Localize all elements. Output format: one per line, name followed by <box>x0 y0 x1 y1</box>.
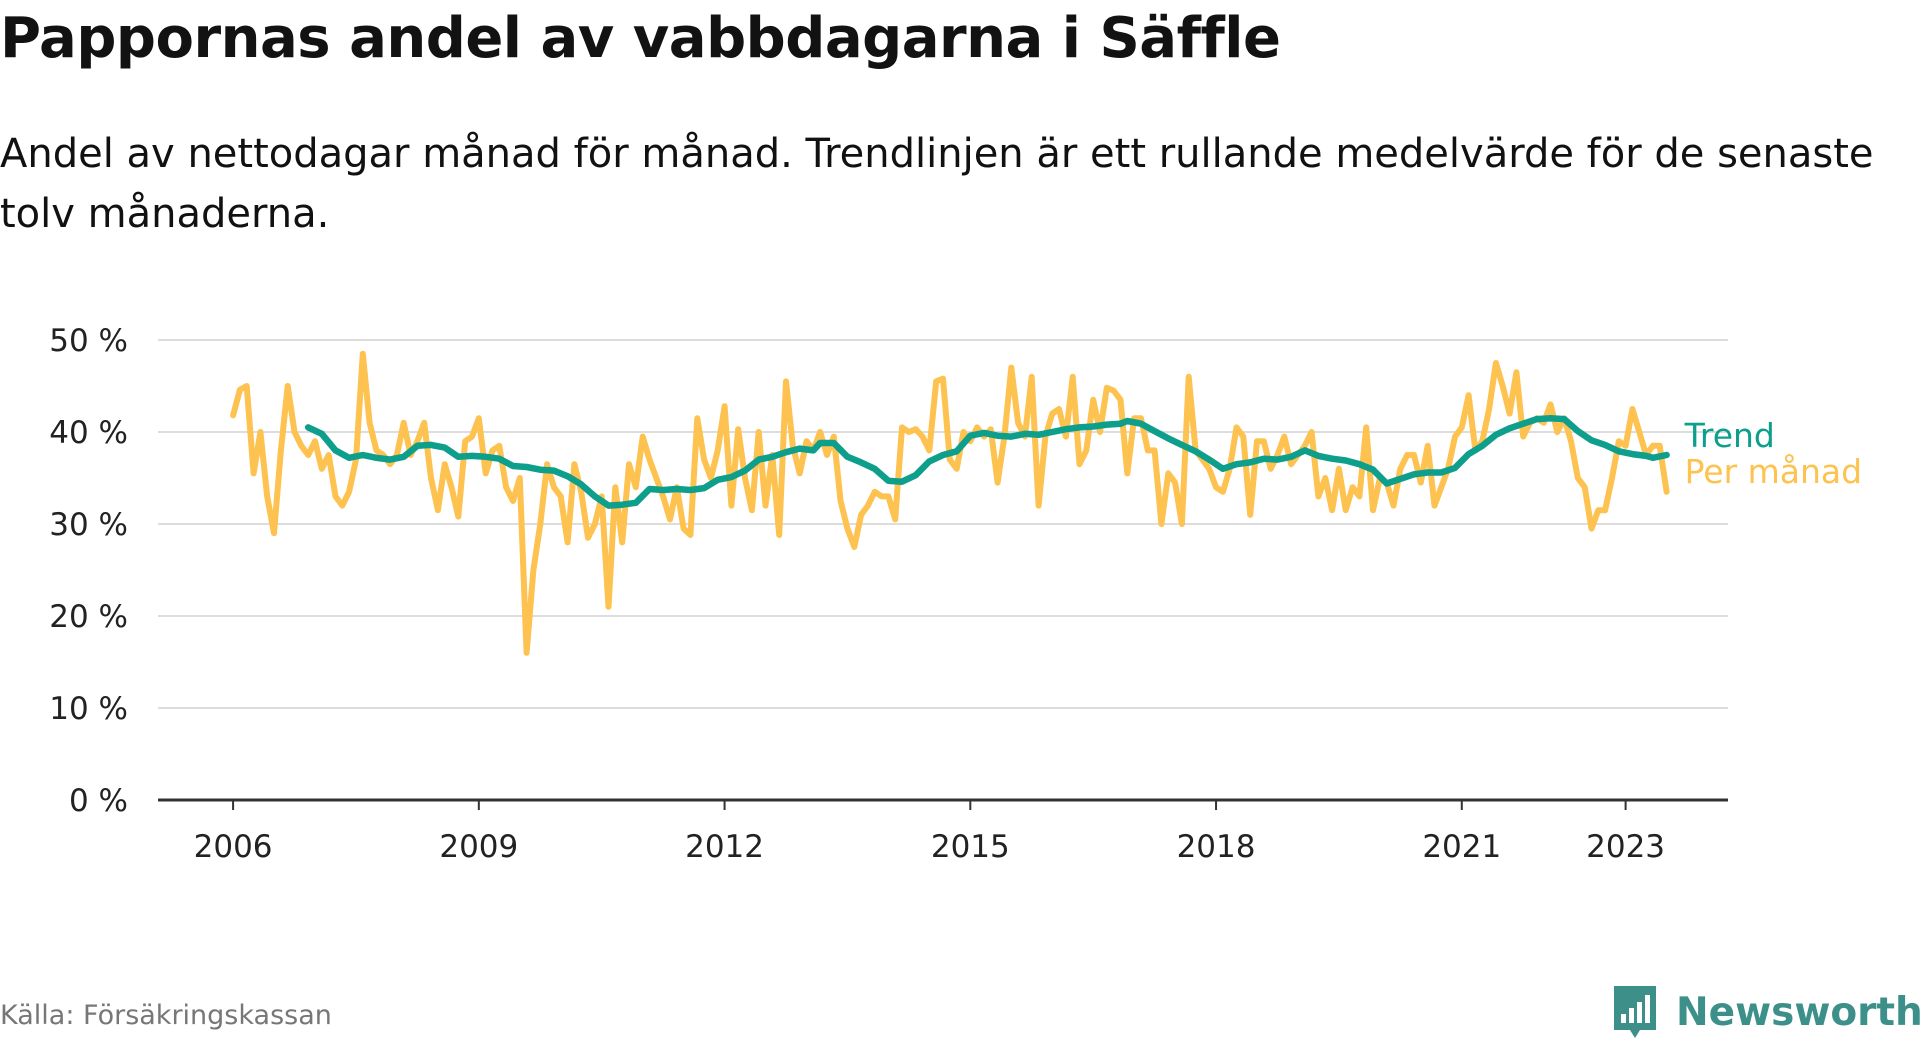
legend-label: Per månad <box>1685 452 1863 491</box>
x-tick-label: 2018 <box>1177 829 1256 865</box>
x-axis: 2006 2009 2012 2015 2018 2021 2023 <box>158 798 1728 865</box>
y-tick-label: 50 % <box>49 323 128 359</box>
series-lines <box>230 350 1670 656</box>
x-tick-label: 2009 <box>439 829 518 865</box>
brand-logo: Newsworthy <box>1610 980 1920 1044</box>
y-tick-label: 0 % <box>69 783 128 819</box>
y-tick-label: 20 % <box>49 599 128 635</box>
newsworthy-logo-icon <box>1614 986 1656 1038</box>
x-tick-label: 2021 <box>1422 829 1501 865</box>
chart-subtitle: Andel av nettodagar månad för månad. Tre… <box>0 131 1874 237</box>
trend-series-line <box>304 414 1670 509</box>
x-tick-label: 2006 <box>194 829 273 865</box>
brand-name: Newsworthy <box>1676 989 1920 1035</box>
x-tick-label: 2023 <box>1586 829 1665 865</box>
gridlines <box>158 339 1728 709</box>
y-axis-tick-labels: 0 % 10 % 20 % 30 % 40 % 50 % <box>49 323 128 819</box>
legend-label: Trend <box>1684 416 1775 455</box>
chart-title: Pappornas andel av vabbdagarna i Säffle <box>0 6 1281 71</box>
x-tick-label: 2012 <box>685 829 764 865</box>
y-tick-label: 40 % <box>49 415 128 451</box>
y-tick-label: 10 % <box>49 691 128 727</box>
source-note: Källa: Försäkringskassan <box>0 1000 332 1031</box>
x-tick-label: 2015 <box>931 829 1010 865</box>
monthly-series-line <box>230 350 1670 656</box>
y-tick-label: 30 % <box>49 507 128 543</box>
